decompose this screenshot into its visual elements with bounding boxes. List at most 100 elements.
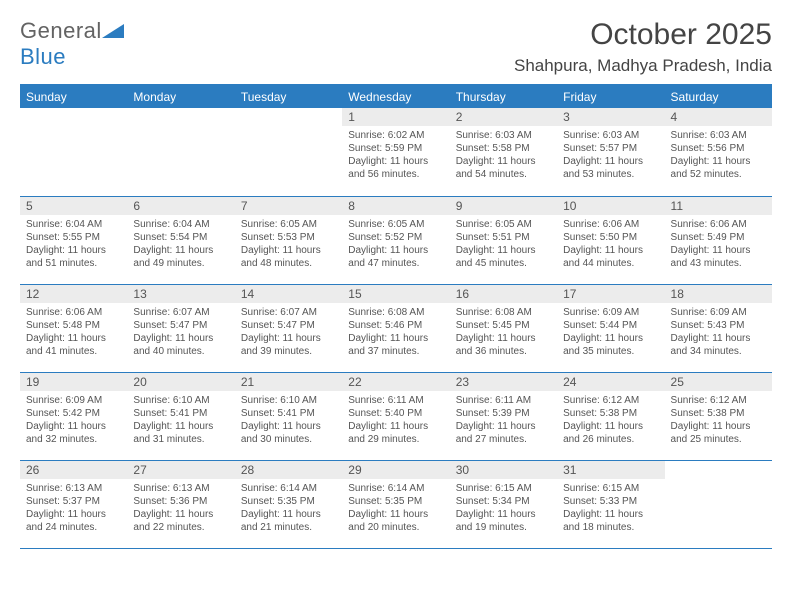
- calendar-cell: 8Sunrise: 6:05 AMSunset: 5:52 PMDaylight…: [342, 196, 449, 284]
- dow-header: Sunday: [20, 85, 127, 108]
- day-number: 6: [127, 197, 234, 215]
- day-details: Sunrise: 6:12 AMSunset: 5:38 PMDaylight:…: [665, 391, 772, 450]
- day-details: Sunrise: 6:03 AMSunset: 5:56 PMDaylight:…: [665, 126, 772, 185]
- calendar-head: SundayMondayTuesdayWednesdayThursdayFrid…: [20, 85, 772, 108]
- calendar-cell: 27Sunrise: 6:13 AMSunset: 5:36 PMDayligh…: [127, 460, 234, 548]
- day-details: Sunrise: 6:05 AMSunset: 5:52 PMDaylight:…: [342, 215, 449, 274]
- day-details: Sunrise: 6:06 AMSunset: 5:48 PMDaylight:…: [20, 303, 127, 362]
- calendar-cell: 5Sunrise: 6:04 AMSunset: 5:55 PMDaylight…: [20, 196, 127, 284]
- calendar-cell: 23Sunrise: 6:11 AMSunset: 5:39 PMDayligh…: [450, 372, 557, 460]
- day-details: Sunrise: 6:06 AMSunset: 5:49 PMDaylight:…: [665, 215, 772, 274]
- day-number: 17: [557, 285, 664, 303]
- day-number: 22: [342, 373, 449, 391]
- calendar-cell: 22Sunrise: 6:11 AMSunset: 5:40 PMDayligh…: [342, 372, 449, 460]
- calendar-cell: 7Sunrise: 6:05 AMSunset: 5:53 PMDaylight…: [235, 196, 342, 284]
- calendar-body: 1Sunrise: 6:02 AMSunset: 5:59 PMDaylight…: [20, 108, 772, 548]
- brand-name: GeneralBlue: [20, 18, 124, 70]
- day-number: 10: [557, 197, 664, 215]
- day-details: Sunrise: 6:10 AMSunset: 5:41 PMDaylight:…: [127, 391, 234, 450]
- day-details: Sunrise: 6:11 AMSunset: 5:39 PMDaylight:…: [450, 391, 557, 450]
- day-number: 25: [665, 373, 772, 391]
- page-title: October 2025: [514, 18, 772, 52]
- calendar-cell: 28Sunrise: 6:14 AMSunset: 5:35 PMDayligh…: [235, 460, 342, 548]
- calendar-cell: 11Sunrise: 6:06 AMSunset: 5:49 PMDayligh…: [665, 196, 772, 284]
- dow-header: Saturday: [665, 85, 772, 108]
- calendar-cell: 15Sunrise: 6:08 AMSunset: 5:46 PMDayligh…: [342, 284, 449, 372]
- calendar-cell: 24Sunrise: 6:12 AMSunset: 5:38 PMDayligh…: [557, 372, 664, 460]
- day-number: 28: [235, 461, 342, 479]
- day-details: Sunrise: 6:12 AMSunset: 5:38 PMDaylight:…: [557, 391, 664, 450]
- dow-header: Friday: [557, 85, 664, 108]
- brand-name-b: Blue: [20, 44, 66, 69]
- day-details: Sunrise: 6:08 AMSunset: 5:45 PMDaylight:…: [450, 303, 557, 362]
- dow-header: Wednesday: [342, 85, 449, 108]
- calendar-cell: [20, 108, 127, 196]
- day-details: Sunrise: 6:04 AMSunset: 5:54 PMDaylight:…: [127, 215, 234, 274]
- dow-header: Tuesday: [235, 85, 342, 108]
- calendar-row: 1Sunrise: 6:02 AMSunset: 5:59 PMDaylight…: [20, 108, 772, 196]
- calendar-cell: 2Sunrise: 6:03 AMSunset: 5:58 PMDaylight…: [450, 108, 557, 196]
- title-block: October 2025 Shahpura, Madhya Pradesh, I…: [514, 18, 772, 76]
- day-number: 23: [450, 373, 557, 391]
- day-details: Sunrise: 6:09 AMSunset: 5:43 PMDaylight:…: [665, 303, 772, 362]
- day-number: 18: [665, 285, 772, 303]
- day-number: 13: [127, 285, 234, 303]
- calendar-row: 26Sunrise: 6:13 AMSunset: 5:37 PMDayligh…: [20, 460, 772, 548]
- day-number: 3: [557, 108, 664, 126]
- calendar-cell: 9Sunrise: 6:05 AMSunset: 5:51 PMDaylight…: [450, 196, 557, 284]
- brand-logo: GeneralBlue: [20, 18, 124, 70]
- calendar-cell: 10Sunrise: 6:06 AMSunset: 5:50 PMDayligh…: [557, 196, 664, 284]
- calendar-cell: [235, 108, 342, 196]
- day-details: Sunrise: 6:05 AMSunset: 5:51 PMDaylight:…: [450, 215, 557, 274]
- day-number: 24: [557, 373, 664, 391]
- dow-header: Thursday: [450, 85, 557, 108]
- day-details: Sunrise: 6:04 AMSunset: 5:55 PMDaylight:…: [20, 215, 127, 274]
- day-details: Sunrise: 6:09 AMSunset: 5:44 PMDaylight:…: [557, 303, 664, 362]
- day-number: 5: [20, 197, 127, 215]
- calendar-cell: 21Sunrise: 6:10 AMSunset: 5:41 PMDayligh…: [235, 372, 342, 460]
- day-details: Sunrise: 6:09 AMSunset: 5:42 PMDaylight:…: [20, 391, 127, 450]
- day-details: Sunrise: 6:03 AMSunset: 5:57 PMDaylight:…: [557, 126, 664, 185]
- day-number: 26: [20, 461, 127, 479]
- day-number: 7: [235, 197, 342, 215]
- calendar-row: 5Sunrise: 6:04 AMSunset: 5:55 PMDaylight…: [20, 196, 772, 284]
- day-details: Sunrise: 6:06 AMSunset: 5:50 PMDaylight:…: [557, 215, 664, 274]
- day-number: 21: [235, 373, 342, 391]
- calendar-cell: 12Sunrise: 6:06 AMSunset: 5:48 PMDayligh…: [20, 284, 127, 372]
- day-number: 2: [450, 108, 557, 126]
- day-number: 14: [235, 285, 342, 303]
- day-number: 12: [20, 285, 127, 303]
- calendar-cell: 13Sunrise: 6:07 AMSunset: 5:47 PMDayligh…: [127, 284, 234, 372]
- day-details: Sunrise: 6:03 AMSunset: 5:58 PMDaylight:…: [450, 126, 557, 185]
- brand-name-a: General: [20, 18, 102, 43]
- calendar-cell: 30Sunrise: 6:15 AMSunset: 5:34 PMDayligh…: [450, 460, 557, 548]
- day-number: 19: [20, 373, 127, 391]
- day-details: Sunrise: 6:13 AMSunset: 5:37 PMDaylight:…: [20, 479, 127, 538]
- day-details: Sunrise: 6:07 AMSunset: 5:47 PMDaylight:…: [235, 303, 342, 362]
- calendar-cell: [127, 108, 234, 196]
- day-details: Sunrise: 6:14 AMSunset: 5:35 PMDaylight:…: [342, 479, 449, 538]
- day-number: 9: [450, 197, 557, 215]
- calendar-cell: 17Sunrise: 6:09 AMSunset: 5:44 PMDayligh…: [557, 284, 664, 372]
- calendar-row: 12Sunrise: 6:06 AMSunset: 5:48 PMDayligh…: [20, 284, 772, 372]
- day-details: Sunrise: 6:10 AMSunset: 5:41 PMDaylight:…: [235, 391, 342, 450]
- day-number: 29: [342, 461, 449, 479]
- location-label: Shahpura, Madhya Pradesh, India: [514, 56, 772, 76]
- calendar-cell: 18Sunrise: 6:09 AMSunset: 5:43 PMDayligh…: [665, 284, 772, 372]
- day-details: Sunrise: 6:15 AMSunset: 5:33 PMDaylight:…: [557, 479, 664, 538]
- dow-header: Monday: [127, 85, 234, 108]
- day-number: 15: [342, 285, 449, 303]
- day-details: Sunrise: 6:05 AMSunset: 5:53 PMDaylight:…: [235, 215, 342, 274]
- calendar-row: 19Sunrise: 6:09 AMSunset: 5:42 PMDayligh…: [20, 372, 772, 460]
- calendar-table: SundayMondayTuesdayWednesdayThursdayFrid…: [20, 84, 772, 549]
- day-details: Sunrise: 6:14 AMSunset: 5:35 PMDaylight:…: [235, 479, 342, 538]
- day-number: 8: [342, 197, 449, 215]
- calendar-cell: 29Sunrise: 6:14 AMSunset: 5:35 PMDayligh…: [342, 460, 449, 548]
- triangle-icon: [102, 18, 124, 44]
- day-number: 4: [665, 108, 772, 126]
- calendar-cell: [665, 460, 772, 548]
- day-number: 20: [127, 373, 234, 391]
- day-number: 16: [450, 285, 557, 303]
- calendar-cell: 3Sunrise: 6:03 AMSunset: 5:57 PMDaylight…: [557, 108, 664, 196]
- day-details: Sunrise: 6:13 AMSunset: 5:36 PMDaylight:…: [127, 479, 234, 538]
